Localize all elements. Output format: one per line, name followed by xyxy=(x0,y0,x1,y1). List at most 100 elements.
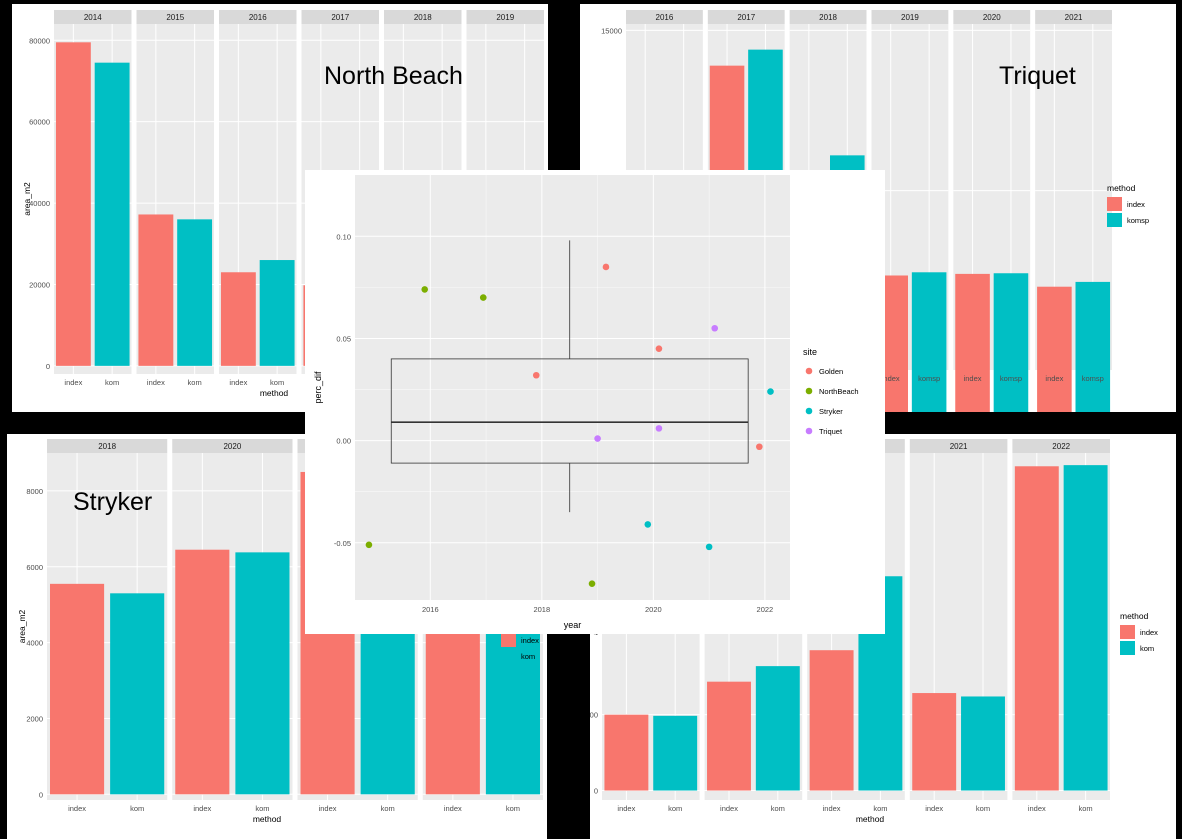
legend-key xyxy=(1120,641,1135,655)
facet-strip xyxy=(1035,10,1112,24)
facet-strip xyxy=(172,439,293,453)
x-tick-label: kom xyxy=(255,804,269,813)
facet-strip xyxy=(626,10,703,24)
x-tick-label: kom xyxy=(668,804,682,813)
x-tick-label: 2020 xyxy=(645,605,662,614)
x-tick-label: 2018 xyxy=(533,605,550,614)
perc-dif-chart: -0.05 0.00 0.05 0.10 2016 2018 2020 2022 year per… xyxy=(313,175,859,630)
x-tick-label: kom xyxy=(188,378,202,387)
legend-key xyxy=(805,407,813,415)
legend-label: kom xyxy=(521,652,535,661)
bar xyxy=(235,552,290,795)
facet-strip xyxy=(466,10,544,24)
x-tick-label: kom xyxy=(381,804,395,813)
x-tick-label: komsp xyxy=(918,374,940,383)
triquet-label: Triquet xyxy=(999,62,1076,90)
facet-label: 2017 xyxy=(737,13,755,22)
x-tick-label: kom xyxy=(976,804,990,813)
point-northbeach xyxy=(365,541,373,549)
legend-label: Golden xyxy=(819,367,843,376)
facet-strip xyxy=(54,10,132,24)
y-tick-label: 8000 xyxy=(26,487,43,496)
x-tick-label: index xyxy=(964,374,982,383)
y-axis-title: area_m2 xyxy=(22,182,32,216)
x-tick-label: index xyxy=(1028,804,1046,813)
y-tick-label: 0 xyxy=(46,362,50,371)
facet-label: 2018 xyxy=(819,13,837,22)
bar xyxy=(50,583,105,795)
bar xyxy=(653,715,698,791)
facet-strip xyxy=(909,439,1008,453)
facet-label: 2018 xyxy=(414,13,432,22)
bar xyxy=(177,219,213,366)
point-golden xyxy=(756,443,763,451)
legend-key xyxy=(501,649,516,663)
legend-title: site xyxy=(803,347,817,357)
facet-strip xyxy=(47,439,168,453)
facet-label: 2016 xyxy=(249,13,267,22)
facet-strip xyxy=(707,10,785,24)
facet-label: 2014 xyxy=(84,13,102,22)
facet-label: 2017 xyxy=(331,13,349,22)
legend-label: kom xyxy=(1140,644,1154,653)
facet-strip xyxy=(871,10,949,24)
bar xyxy=(707,681,751,791)
bar xyxy=(993,273,1029,412)
point-golden xyxy=(655,345,663,352)
bar xyxy=(138,214,174,366)
y-tick-label: 0.00 xyxy=(336,437,351,446)
x-tick-label: kom xyxy=(105,378,119,387)
legend-label: index xyxy=(521,636,539,645)
legend-label: Stryker xyxy=(819,407,843,416)
legend-key xyxy=(501,633,516,647)
facet-label: 2022 xyxy=(1052,442,1070,451)
bar xyxy=(1014,466,1059,791)
y-tick-label: 0 xyxy=(594,787,598,796)
legend-label: index xyxy=(1127,200,1145,209)
bar xyxy=(55,42,91,366)
bar xyxy=(360,631,415,795)
legend-key xyxy=(805,367,813,375)
y-tick-label: 6000 xyxy=(26,563,43,572)
facet-strip xyxy=(953,10,1031,24)
facet-label: 2015 xyxy=(166,13,184,22)
bar xyxy=(220,272,256,366)
facet-label: 2021 xyxy=(1065,13,1083,22)
x-tick-label: komsp xyxy=(1000,374,1022,383)
x-axis-title: method xyxy=(253,814,282,824)
x-tick-label: kom xyxy=(1079,804,1093,813)
x-tick-label: index xyxy=(720,804,738,813)
facet-label: 2020 xyxy=(223,442,241,451)
y-tick-label: 15000 xyxy=(601,26,622,35)
x-tick-label: index xyxy=(823,804,841,813)
facet-label: 2016 xyxy=(656,13,674,22)
x-axis-title: year xyxy=(564,620,582,630)
bar xyxy=(425,631,480,795)
bar xyxy=(961,696,1005,791)
facet-label: 2019 xyxy=(901,13,919,22)
bar xyxy=(604,714,649,791)
bar xyxy=(1063,465,1108,791)
x-axis-title: method xyxy=(856,814,885,824)
x-tick-label: kom xyxy=(506,804,520,813)
x-tick-label: index xyxy=(68,804,86,813)
y-tick-label: 4000 xyxy=(26,639,43,648)
x-tick-label: kom xyxy=(771,804,785,813)
x-tick-label: index xyxy=(193,804,211,813)
x-tick-label: index xyxy=(925,804,943,813)
legend-label: komsp xyxy=(1127,216,1149,225)
y-tick-label: -0.05 xyxy=(334,539,351,548)
point-northbeach xyxy=(479,294,487,301)
bar xyxy=(1037,286,1072,412)
x-tick-label: kom xyxy=(873,804,887,813)
y-axis-title: perc_dif xyxy=(313,371,323,404)
perc-dif-panel: -0.05 0.00 0.05 0.10 2016 2018 2020 2022 year per… xyxy=(305,170,885,634)
x-tick-label: index xyxy=(617,804,635,813)
facet-strip xyxy=(219,10,297,24)
bar xyxy=(755,666,800,791)
x-tick-label: kom xyxy=(130,804,144,813)
point-northbeach xyxy=(421,286,429,293)
y-tick-label: 60000 xyxy=(29,118,50,127)
x-axis-title: method xyxy=(260,388,289,398)
box xyxy=(390,358,749,464)
